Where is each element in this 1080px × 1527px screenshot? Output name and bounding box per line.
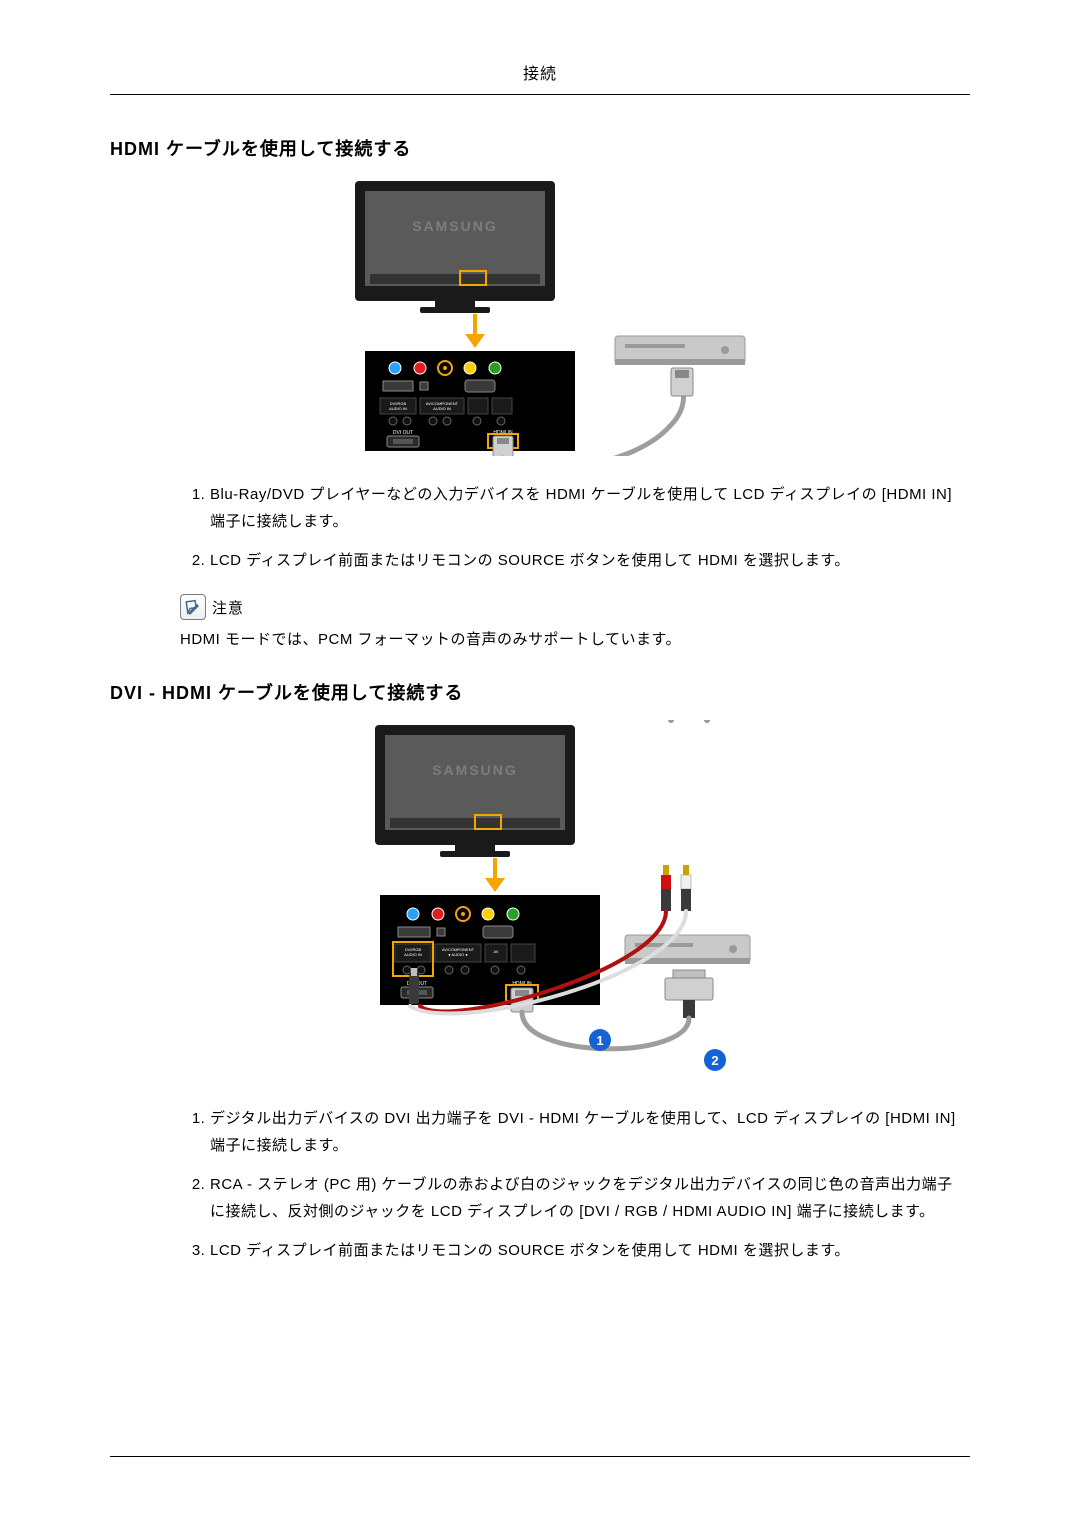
section1-diagram-wrap: SAMSUNG DVI/RGB — [110, 176, 970, 456]
section1-step-2: LCD ディスプレイ前面またはリモコンの SOURCE ボタンを使用して HDM… — [210, 547, 960, 574]
svg-text:AV: AV — [493, 949, 498, 954]
note-label: 注意 — [212, 597, 244, 618]
svg-text:AUDIO IN: AUDIO IN — [389, 406, 407, 411]
dvi-hdmi-connection-diagram: SAMSUNG DVI/RGB AUDIO IN — [325, 720, 755, 1080]
hdmi-connection-diagram: SAMSUNG DVI/RGB — [325, 176, 755, 456]
page: 接続 HDMI ケーブルを使用して接続する SAMSUNG — [0, 0, 1080, 1527]
svg-text:2: 2 — [711, 1053, 718, 1068]
note-text: HDMI モードでは、PCM フォーマットの音声のみサポートしています。 — [180, 628, 970, 649]
svg-text:SAMSUNG: SAMSUNG — [412, 218, 498, 234]
svg-text:● AUDIO ●: ● AUDIO ● — [448, 952, 468, 957]
section2-diagram-wrap: SAMSUNG DVI/RGB AUDIO IN — [110, 720, 970, 1080]
section2-step-1: デジタル出力デバイスの DVI 出力端子を DVI - HDMI ケーブルを使用… — [210, 1105, 960, 1159]
section2-title: DVI - HDMI ケーブルを使用して接続する — [110, 679, 970, 705]
svg-text:DVI OUT: DVI OUT — [393, 430, 413, 436]
footer-rule — [110, 1456, 970, 1457]
section1-step-1: Blu-Ray/DVD プレイヤーなどの入力デバイスを HDMI ケーブルを使用… — [210, 481, 960, 535]
section2-steps: デジタル出力デバイスの DVI 出力端子を DVI - HDMI ケーブルを使用… — [180, 1105, 970, 1264]
note-icon — [180, 594, 206, 620]
svg-text:SAMSUNG: SAMSUNG — [432, 762, 518, 778]
svg-text:AUDIO IN: AUDIO IN — [433, 406, 451, 411]
svg-text:1: 1 — [596, 1033, 603, 1048]
svg-text:AUDIO IN: AUDIO IN — [404, 952, 422, 957]
note-row: 注意 — [180, 594, 970, 620]
section2-step-2: RCA - ステレオ (PC 用) ケーブルの赤および白のジャックをデジタル出力… — [210, 1171, 960, 1225]
page-header-title: 接続 — [110, 60, 970, 95]
section1-title: HDMI ケーブルを使用して接続する — [110, 135, 970, 161]
section1-steps: Blu-Ray/DVD プレイヤーなどの入力デバイスを HDMI ケーブルを使用… — [180, 481, 970, 574]
section2-step-3: LCD ディスプレイ前面またはリモコンの SOURCE ボタンを使用して HDM… — [210, 1237, 960, 1264]
